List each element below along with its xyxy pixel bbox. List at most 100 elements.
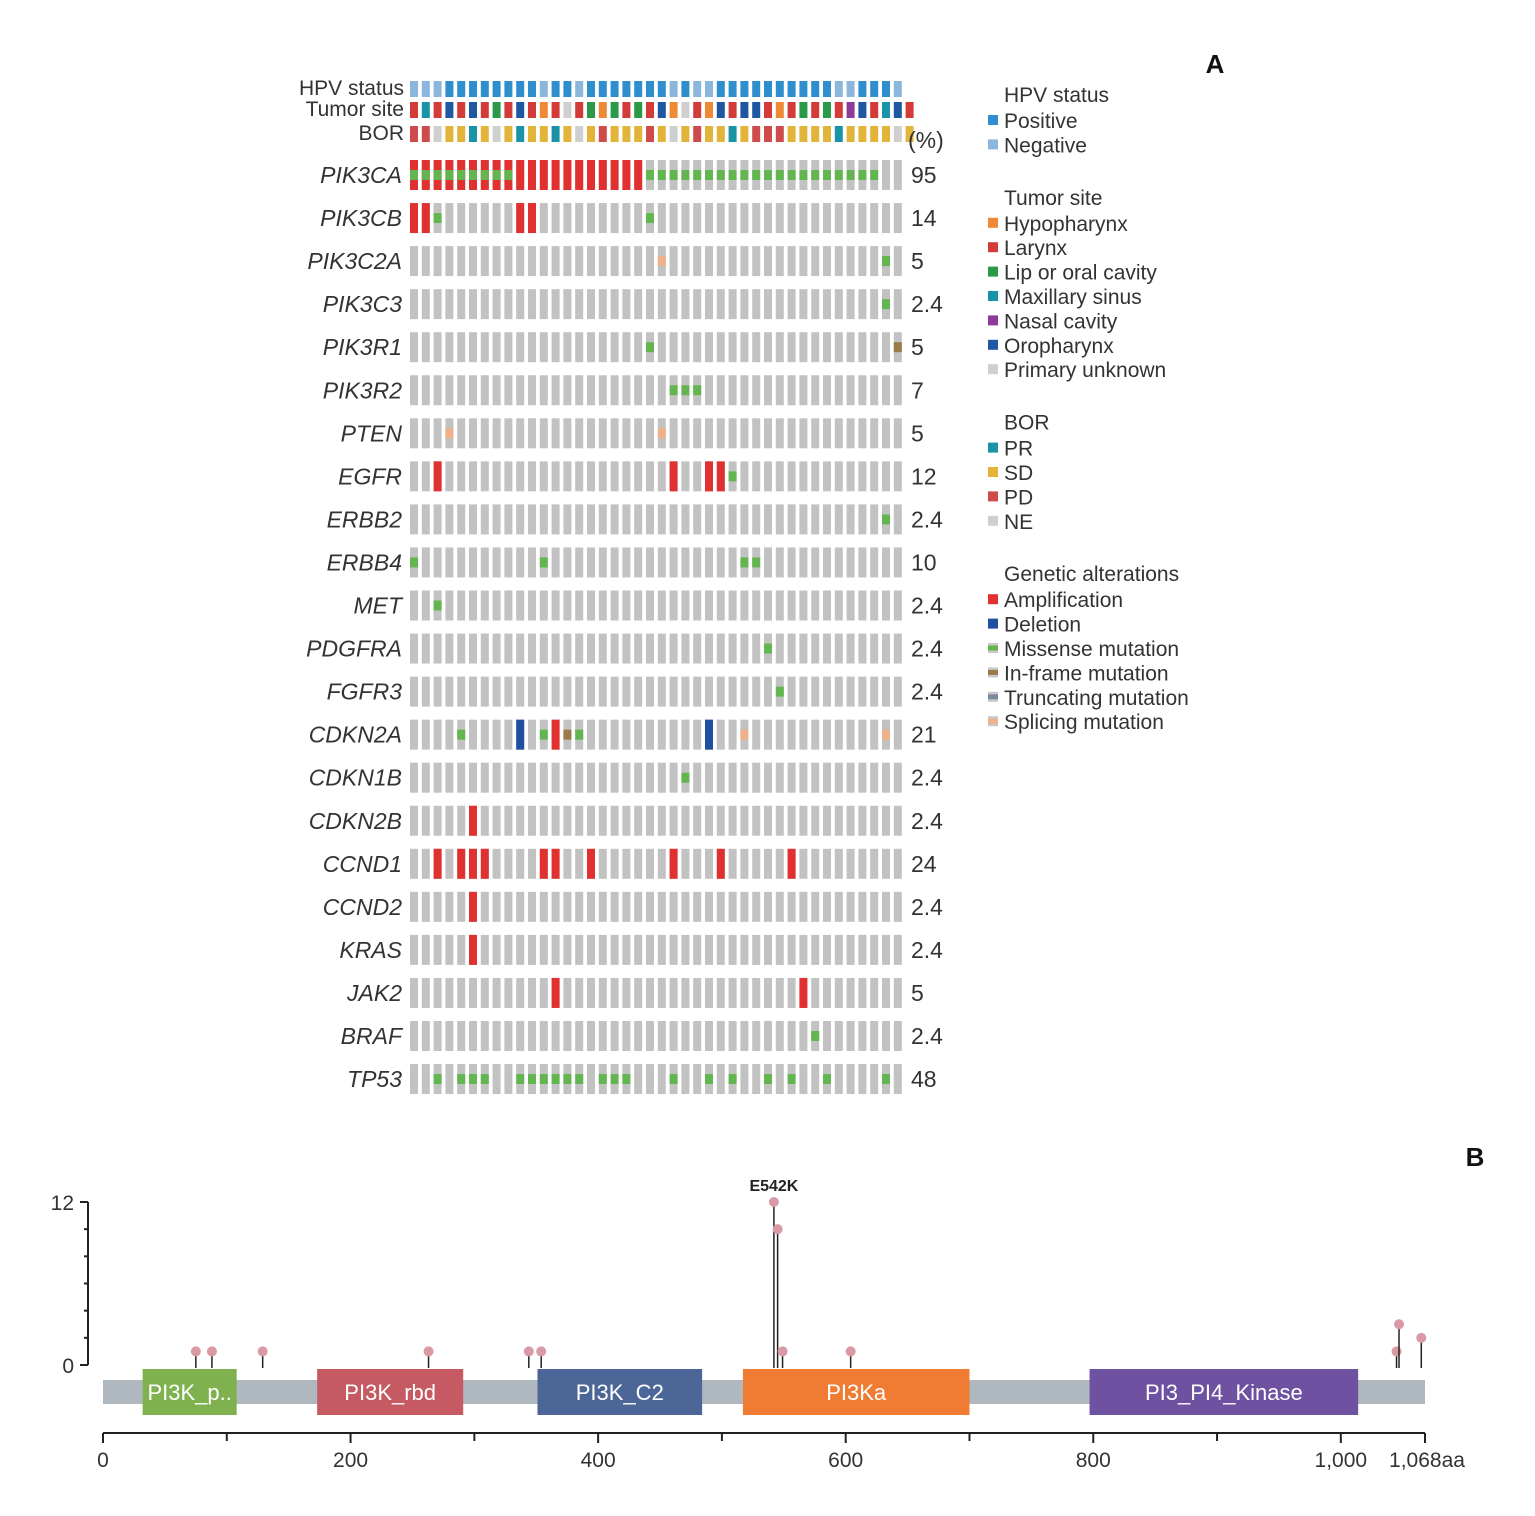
- background-cell: [421, 805, 430, 836]
- amplification-cell: [469, 805, 477, 836]
- background-cell: [705, 805, 713, 836]
- background-cell: [528, 1021, 536, 1051]
- background-cell: [575, 848, 584, 879]
- background-cell: [445, 246, 454, 277]
- protein-domain: [742, 1369, 970, 1415]
- missense-cell: [882, 1074, 890, 1085]
- background-cell: [457, 375, 466, 406]
- background-cell: [433, 676, 442, 707]
- background-cell: [858, 504, 867, 535]
- background-cell: [504, 203, 513, 234]
- missense-cell: [834, 170, 843, 180]
- background-cell: [693, 934, 702, 965]
- annotation-cell: [563, 126, 572, 142]
- annotation-cell: [799, 126, 808, 142]
- background-cell: [610, 246, 619, 277]
- background-cell: [705, 891, 713, 922]
- background-cell: [657, 891, 666, 922]
- background-cell: [752, 719, 761, 750]
- annotation-cell: [858, 126, 867, 142]
- background-cell: [634, 332, 643, 363]
- lollipop-plot: 0 12 E542K PI3K_p.. PI3K_rbd PI3K_C2 PI3Ka PI3_…: [51, 1178, 1466, 1472]
- background-cell: [421, 289, 430, 320]
- background-cell: [634, 719, 643, 750]
- legend-swatch: [988, 242, 998, 253]
- annotation-cell: [563, 81, 572, 97]
- background-cell: [775, 375, 784, 406]
- background-cell: [775, 418, 784, 449]
- lollipop-head: [536, 1346, 547, 1357]
- background-cell: [882, 461, 890, 492]
- amplification-cell: [421, 203, 430, 234]
- background-cell: [893, 461, 902, 492]
- annotation-cell: [823, 81, 831, 97]
- background-cell: [705, 289, 713, 320]
- background-cell: [823, 762, 831, 793]
- background-cell: [669, 1021, 678, 1051]
- background-cell: [504, 504, 513, 535]
- annotation-cell: [716, 102, 725, 118]
- background-cell: [445, 805, 454, 836]
- background-cell: [469, 1021, 477, 1051]
- annotation-cell: [575, 126, 584, 142]
- background-cell: [858, 848, 867, 879]
- background-cell: [882, 375, 890, 406]
- legend-item: Truncating mutation: [1004, 687, 1189, 710]
- background-cell: [787, 590, 796, 621]
- background-cell: [775, 203, 784, 234]
- annotation-cell: [787, 126, 796, 142]
- background-cell: [693, 590, 702, 621]
- missense-cell: [469, 170, 477, 180]
- background-cell: [764, 891, 772, 922]
- missense-cell: [480, 1074, 489, 1085]
- background-cell: [646, 891, 654, 922]
- annotation-cell: [775, 126, 784, 142]
- annotation-cell: [905, 126, 914, 142]
- missense-cell: [823, 1074, 831, 1085]
- background-cell: [480, 504, 489, 535]
- background-cell: [516, 246, 525, 277]
- background-cell: [469, 547, 477, 578]
- background-cell: [634, 891, 643, 922]
- background-cell: [740, 418, 749, 449]
- legend-heading: Genetic alterations: [1004, 563, 1179, 586]
- background-cell: [775, 977, 784, 1008]
- background-cell: [469, 504, 477, 535]
- annotation-cell: [587, 81, 595, 97]
- background-cell: [587, 676, 595, 707]
- background-cell: [634, 848, 643, 879]
- background-cell: [775, 504, 784, 535]
- background-cell: [421, 332, 430, 363]
- background-cell: [811, 203, 820, 234]
- background-cell: [681, 504, 690, 535]
- background-cell: [410, 762, 418, 793]
- amplification-cell: [705, 461, 713, 492]
- background-cell: [575, 504, 584, 535]
- background-cell: [587, 590, 595, 621]
- background-cell: [504, 1021, 513, 1051]
- background-cell: [693, 547, 702, 578]
- annotation-cell: [445, 126, 454, 142]
- background-cell: [528, 375, 536, 406]
- background-cell: [811, 332, 820, 363]
- annotation-cell: [834, 81, 843, 97]
- background-cell: [492, 246, 501, 277]
- background-cell: [528, 332, 536, 363]
- background-cell: [492, 805, 501, 836]
- background-cell: [646, 676, 654, 707]
- background-cell: [893, 1064, 902, 1095]
- background-cell: [528, 977, 536, 1008]
- background-cell: [705, 203, 713, 234]
- annotation-cell: [870, 102, 879, 118]
- background-cell: [669, 891, 678, 922]
- background-cell: [480, 375, 489, 406]
- background-cell: [598, 504, 607, 535]
- background-cell: [870, 203, 879, 234]
- background-cell: [870, 418, 879, 449]
- background-cell: [646, 504, 654, 535]
- background-cell: [598, 848, 607, 879]
- annotation-cell: [834, 126, 843, 142]
- background-cell: [799, 633, 808, 664]
- background-cell: [563, 1021, 572, 1051]
- background-cell: [469, 375, 477, 406]
